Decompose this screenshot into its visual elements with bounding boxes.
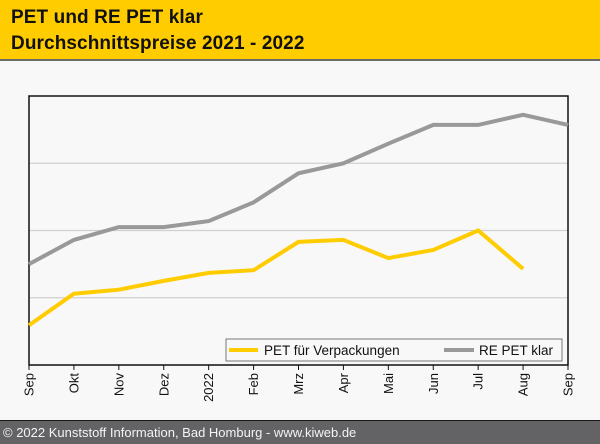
x-axis: Sep Okt Nov Dez 2022 Feb Mrz Apr Mai Jun Jul Aug Sep bbox=[22, 365, 576, 402]
x-tick-label: Dez bbox=[156, 373, 171, 396]
chart-header: PET und RE PET klar Durchschnittspreise … bbox=[0, 0, 600, 61]
series-lines bbox=[27, 112, 569, 327]
x-tick-label: Aug bbox=[516, 373, 531, 396]
x-tick-label: Sep bbox=[22, 373, 37, 396]
x-tick-label: Feb bbox=[246, 373, 261, 395]
line-chart: Sep Okt Nov Dez 2022 Feb Mrz Apr Mai Jun Jul Aug Sep… bbox=[22, 95, 576, 402]
x-tick-label: Mrz bbox=[291, 373, 306, 395]
x-tick-label: Okt bbox=[66, 373, 81, 394]
x-tick-label: Apr bbox=[336, 372, 351, 393]
x-tick-label: Sep bbox=[561, 373, 576, 396]
x-tick-label: Mai bbox=[381, 373, 396, 394]
legend-label-re-pet: RE PET klar bbox=[479, 343, 554, 358]
chart-title: PET und RE PET klar bbox=[11, 7, 203, 28]
legend: PET für Verpackungen RE PET klar bbox=[225, 338, 563, 362]
x-tick-label: 2022 bbox=[201, 373, 216, 402]
x-tick-label: Nov bbox=[111, 373, 126, 397]
footer-copyright: © 2022 Kunststoff Information, Bad Hombu… bbox=[0, 420, 600, 444]
chart-subtitle: Durchschnittspreise 2021 - 2022 bbox=[11, 33, 305, 54]
series-line-pet bbox=[27, 228, 525, 327]
legend-box bbox=[225, 338, 563, 362]
x-tick-label: Jun bbox=[426, 373, 441, 394]
x-tick-label: Jul bbox=[471, 373, 486, 390]
legend-label-pet: PET für Verpackungen bbox=[264, 343, 400, 358]
